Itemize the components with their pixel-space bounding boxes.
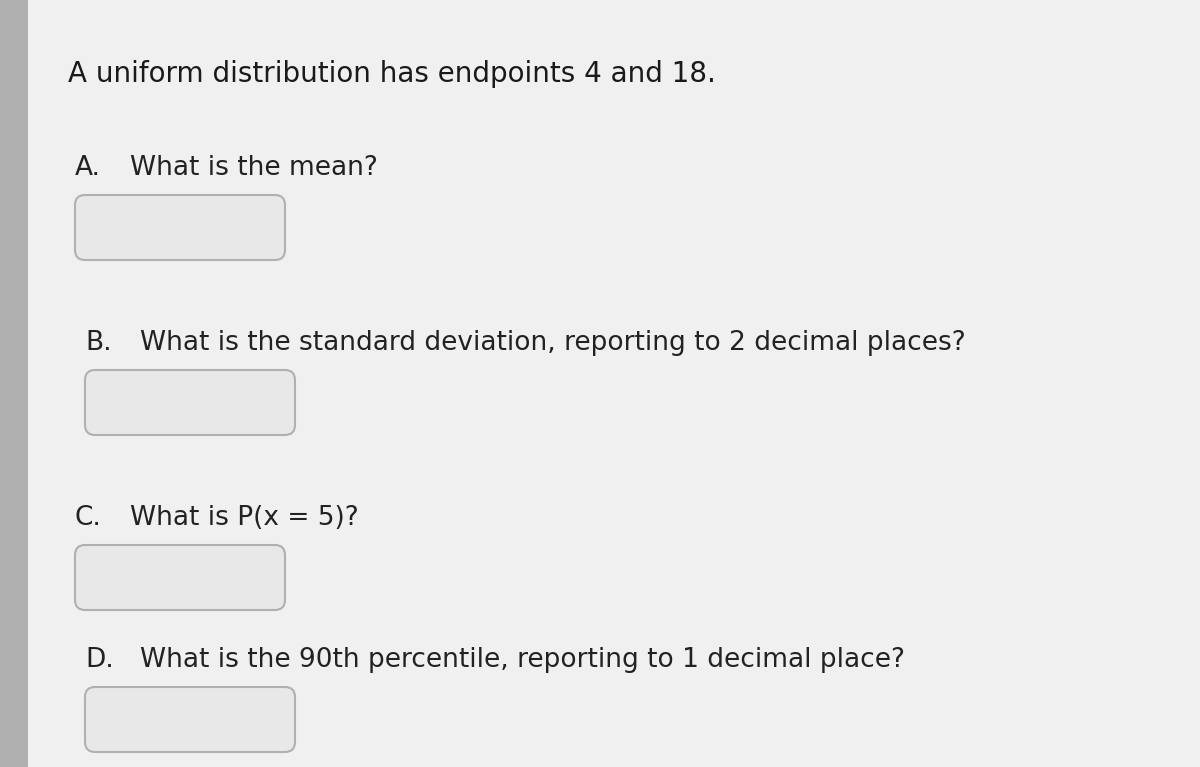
- Text: A uniform distribution has endpoints 4 and 18.: A uniform distribution has endpoints 4 a…: [68, 60, 716, 88]
- Text: What is the mean?: What is the mean?: [130, 155, 378, 181]
- FancyBboxPatch shape: [85, 687, 295, 752]
- Text: What is P(x = 5)?: What is P(x = 5)?: [130, 505, 359, 531]
- Text: B.: B.: [85, 330, 112, 356]
- Text: What is the 90th percentile, reporting to 1 decimal place?: What is the 90th percentile, reporting t…: [140, 647, 905, 673]
- Text: A.: A.: [74, 155, 101, 181]
- Text: C.: C.: [74, 505, 102, 531]
- Text: What is the standard deviation, reporting to 2 decimal places?: What is the standard deviation, reportin…: [140, 330, 966, 356]
- FancyBboxPatch shape: [85, 370, 295, 435]
- FancyBboxPatch shape: [74, 545, 286, 610]
- FancyBboxPatch shape: [74, 195, 286, 260]
- Text: D.: D.: [85, 647, 114, 673]
- Bar: [0, 0, 28, 767]
